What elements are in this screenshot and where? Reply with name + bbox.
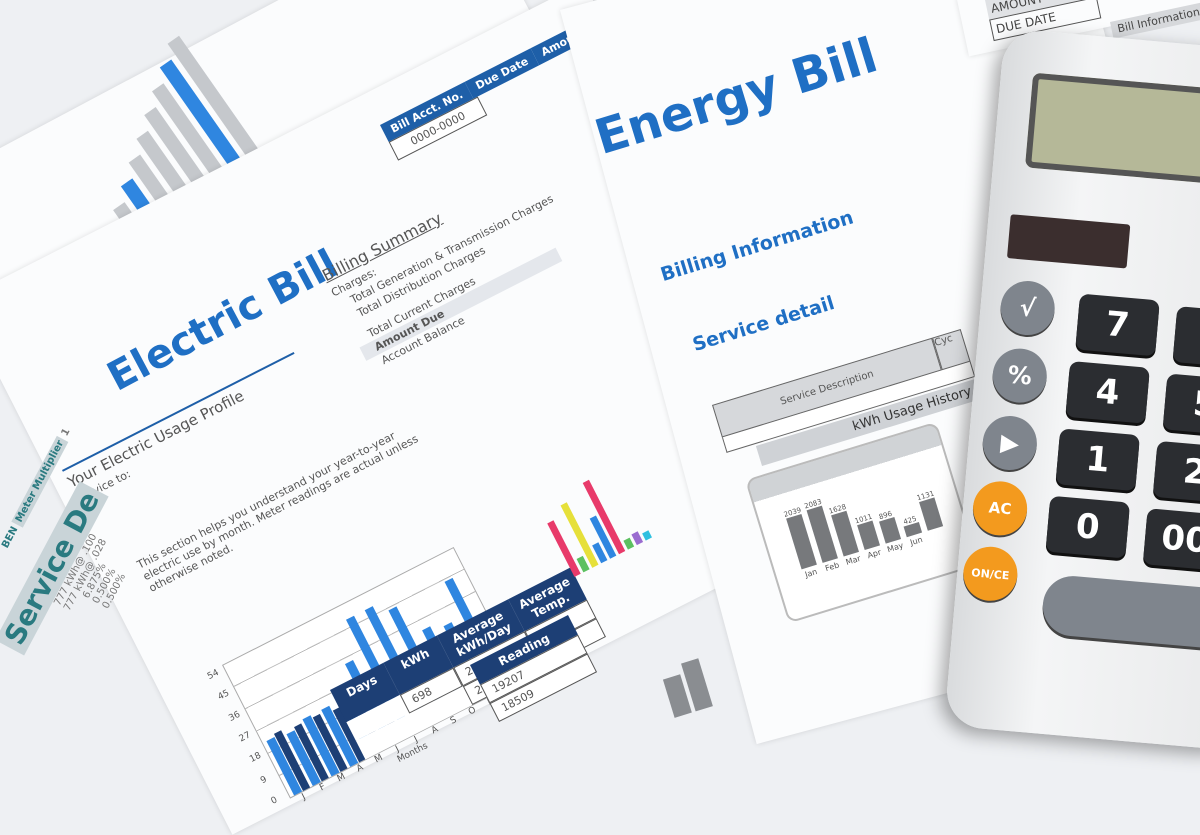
key-8[interactable]: 8 bbox=[1172, 306, 1200, 369]
history-bar-column: 896 bbox=[876, 509, 902, 544]
ac-key[interactable]: AC bbox=[970, 479, 1030, 538]
bottom-mini-bars bbox=[660, 658, 713, 718]
history-bar bbox=[856, 520, 881, 551]
history-bar-column: 425 bbox=[900, 514, 923, 538]
play-key[interactable]: ▶ bbox=[980, 413, 1040, 473]
history-bar bbox=[878, 516, 902, 544]
history-bar bbox=[919, 497, 944, 531]
plus-key[interactable] bbox=[1040, 573, 1200, 653]
key-00[interactable]: 00 bbox=[1142, 508, 1200, 572]
percent-key[interactable]: % bbox=[990, 346, 1050, 405]
key-7[interactable]: 7 bbox=[1075, 293, 1160, 357]
key-0[interactable]: 0 bbox=[1045, 495, 1131, 559]
name-fragment: BEN bbox=[0, 524, 21, 551]
key-2[interactable]: 2 bbox=[1152, 440, 1200, 504]
on-ce-key[interactable]: ON/CE bbox=[961, 544, 1020, 604]
sqrt-key[interactable]: √ bbox=[998, 278, 1057, 338]
key-1[interactable]: 1 bbox=[1055, 428, 1141, 492]
key-5[interactable]: 5 bbox=[1162, 373, 1200, 437]
solar-panel bbox=[1006, 214, 1131, 269]
key-4[interactable]: 4 bbox=[1065, 360, 1150, 424]
calculator-display bbox=[1024, 72, 1200, 189]
